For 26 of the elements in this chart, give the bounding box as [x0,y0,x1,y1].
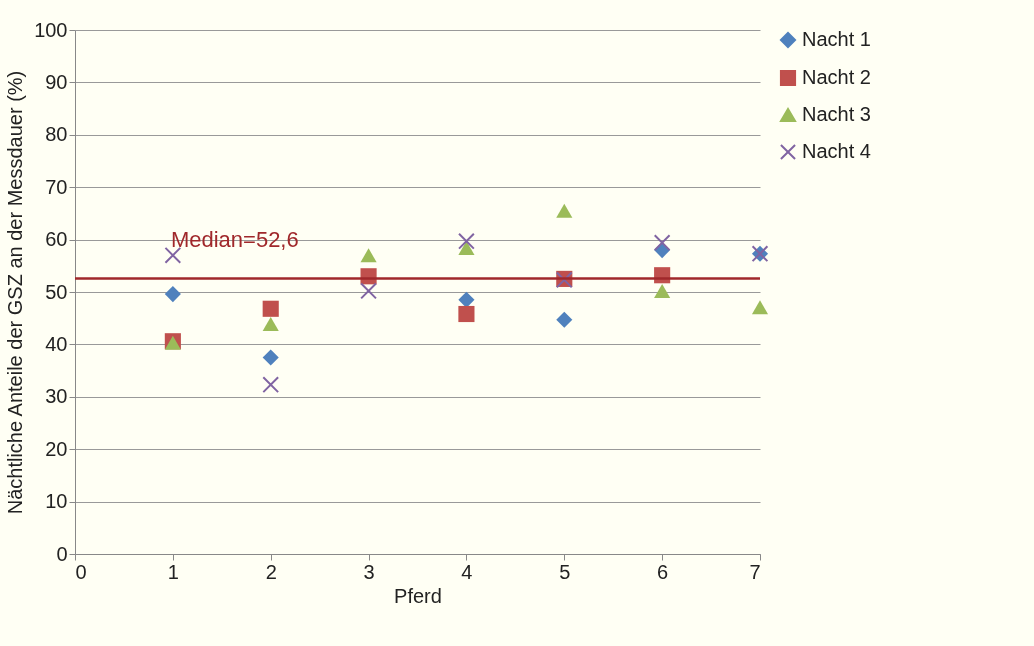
x-tick-label: 3 [363,560,375,583]
y-tick-label: 30 [45,385,68,408]
x-tick-label: 2 [265,560,277,583]
y-tick-label: 60 [45,228,68,251]
x-tick-label: 6 [657,560,669,583]
y-tick-label: 0 [56,542,68,565]
y-tick-label: 20 [45,437,68,460]
x-tick-label: 7 [749,560,761,583]
x-tick-label: 1 [167,560,179,583]
legend-label: Nacht 2 [802,66,871,88]
y-tick-label: 10 [45,490,68,513]
legend-label: Nacht 3 [802,103,871,125]
ref-line-label: Median=52,6 [170,227,299,253]
legend-label: Nacht 4 [802,140,871,162]
y-tick-label: 90 [45,70,68,93]
y-tick-label: 70 [45,175,68,198]
x-tick-label: 4 [461,560,473,583]
x-axis-title: Pferd [394,584,442,607]
x-tick-label: 5 [559,560,571,583]
y-tick-label: 40 [45,332,68,355]
y-axis-title: Nächtliche Anteile der GSZ an der Messdauer (%) [4,70,27,515]
y-tick-label: 100 [34,18,68,41]
y-tick-label: 80 [45,123,68,146]
y-tick-label: 50 [45,280,68,303]
legend-label: Nacht 1 [802,28,871,50]
x-tick-label: 0 [75,560,87,583]
